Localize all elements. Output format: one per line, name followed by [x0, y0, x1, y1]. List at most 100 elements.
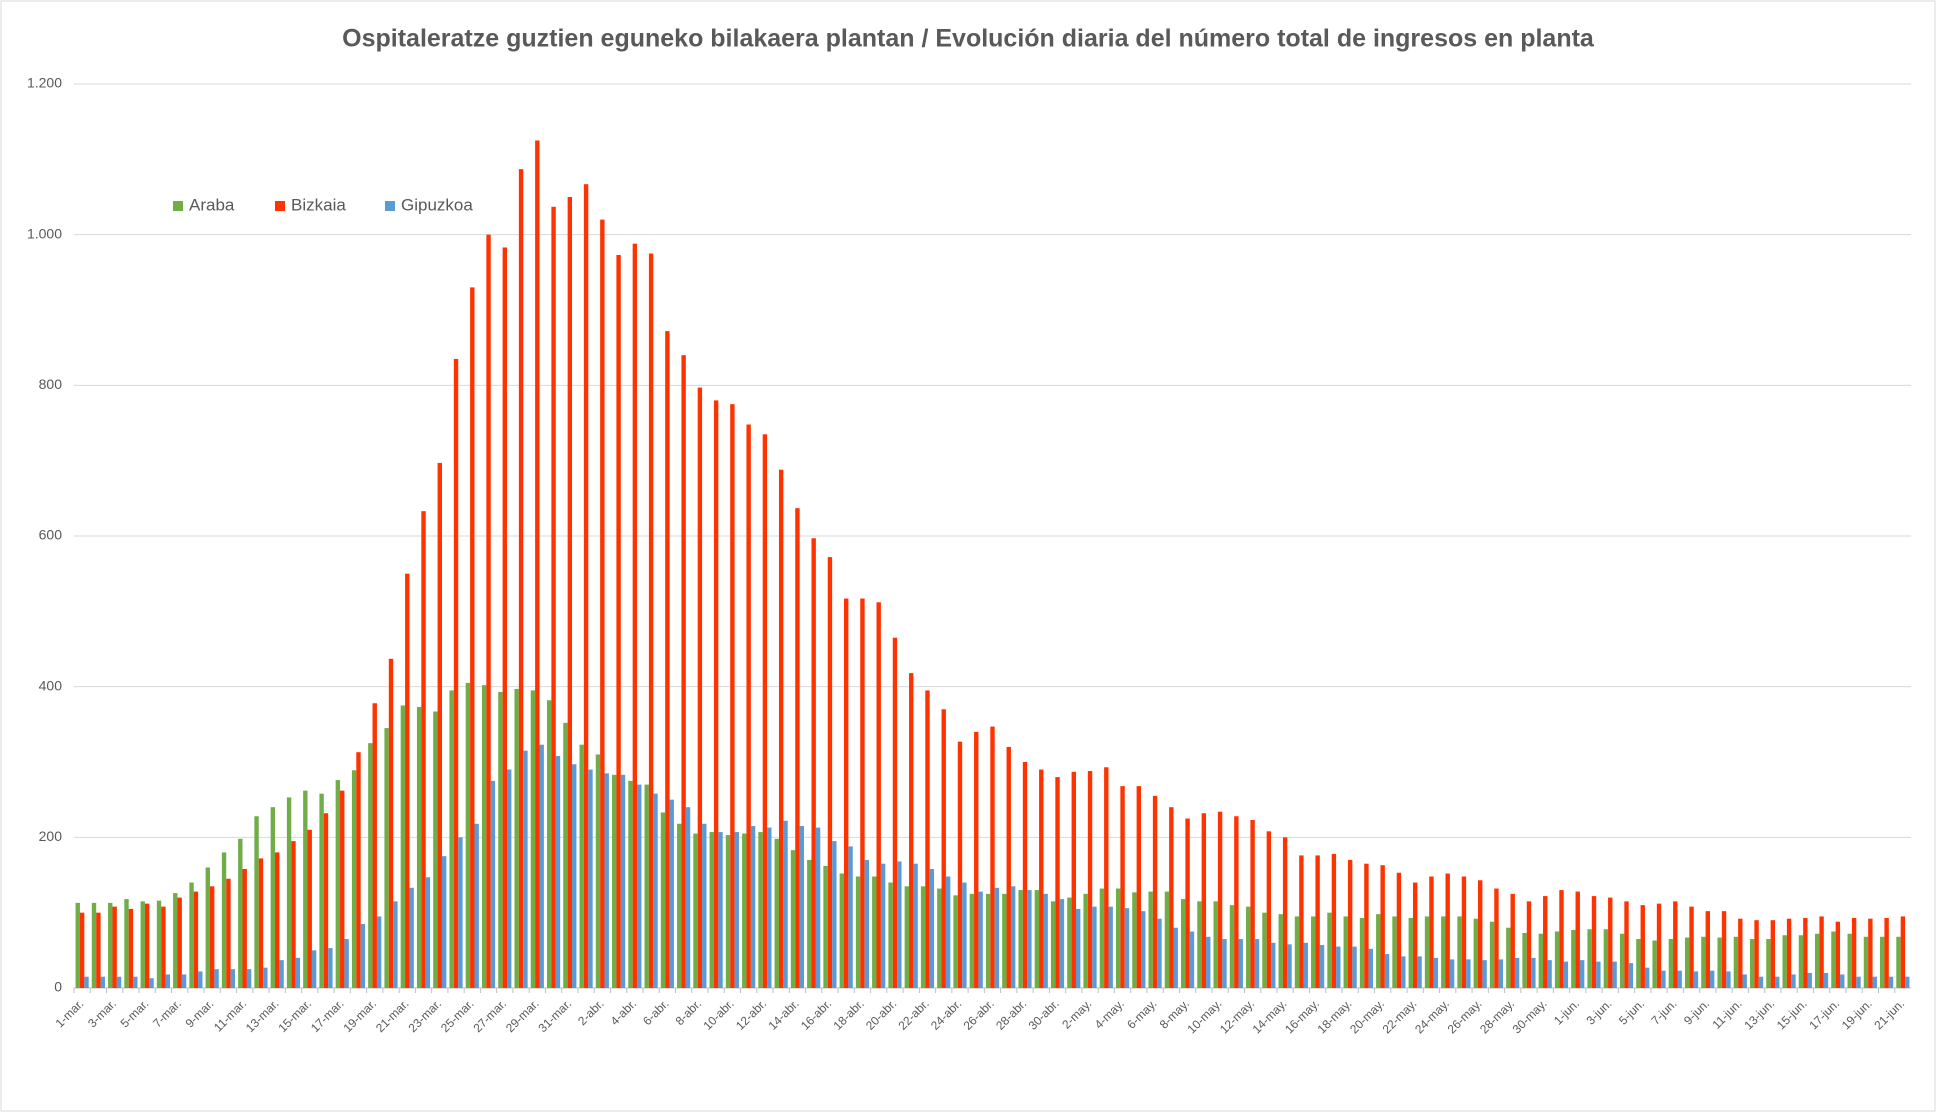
bar [742, 833, 747, 988]
bar [1628, 963, 1634, 988]
bar [506, 769, 512, 988]
bar [1644, 967, 1650, 988]
bar [1596, 961, 1601, 988]
bar [1717, 937, 1722, 988]
bar [1494, 888, 1499, 988]
bar [1376, 914, 1381, 988]
bar [1417, 956, 1422, 988]
bar [1571, 929, 1576, 988]
bar [1238, 939, 1243, 988]
bar [1522, 933, 1527, 988]
bar [925, 690, 930, 988]
bar [1847, 933, 1852, 988]
bar [730, 404, 735, 989]
bar [453, 358, 459, 988]
bar [108, 902, 113, 988]
bar [1506, 927, 1511, 988]
bar [665, 331, 670, 988]
bar [1185, 818, 1190, 988]
bar [1868, 918, 1873, 988]
bar [539, 744, 544, 988]
bar [1164, 891, 1170, 988]
bar [1018, 890, 1023, 988]
bar [535, 140, 540, 988]
bar [855, 876, 861, 988]
bar [1863, 936, 1869, 988]
bar [421, 511, 426, 988]
bar [295, 957, 301, 988]
bar [356, 752, 361, 988]
bar [238, 838, 243, 988]
bar [1343, 916, 1348, 988]
bar [843, 598, 849, 988]
bar [616, 255, 621, 989]
bar [725, 835, 731, 988]
bar [595, 754, 601, 988]
bar [937, 888, 942, 988]
bar [1287, 944, 1292, 988]
bar [91, 902, 97, 988]
bar [1851, 917, 1857, 988]
bar [1169, 807, 1174, 988]
bar [974, 731, 979, 988]
bar [1083, 893, 1088, 988]
bar [1531, 957, 1536, 988]
bar [962, 882, 967, 988]
bar [1905, 976, 1910, 988]
bar [1884, 917, 1889, 988]
bar [957, 741, 963, 988]
y-tick-label: 600 [39, 527, 63, 543]
bar [734, 832, 739, 988]
bar [1636, 939, 1641, 988]
bar [275, 852, 280, 988]
bar [653, 793, 658, 988]
bar [832, 841, 837, 988]
bar [1201, 813, 1207, 988]
bar [1554, 931, 1560, 988]
bar [1148, 891, 1153, 988]
bar [1738, 918, 1743, 988]
bar [876, 602, 881, 988]
bar [246, 969, 252, 988]
y-tick-label: 1.000 [27, 225, 62, 241]
bar [551, 206, 556, 988]
bar [498, 691, 503, 988]
bar [209, 886, 215, 988]
bar [1840, 974, 1845, 988]
bar [1749, 939, 1755, 988]
bar [303, 790, 308, 988]
bar [1141, 911, 1146, 988]
bar [1823, 972, 1829, 988]
bar [1271, 942, 1276, 988]
bar [230, 969, 236, 988]
bar [307, 829, 312, 988]
bar [758, 832, 763, 988]
bar [583, 184, 589, 988]
bar [872, 876, 877, 988]
bar [1087, 771, 1093, 988]
bar [177, 897, 182, 988]
bar [1449, 959, 1455, 988]
bar [437, 462, 442, 989]
bar [1396, 872, 1402, 988]
y-tick-label: 200 [39, 828, 63, 844]
bar [1689, 906, 1694, 988]
bar [767, 827, 772, 988]
bar [193, 891, 199, 988]
bar [1006, 746, 1011, 988]
bar [702, 823, 707, 988]
bar [335, 780, 341, 988]
bar [1055, 777, 1060, 988]
bar [340, 790, 345, 988]
bar [1608, 897, 1613, 988]
bar [368, 743, 373, 988]
bar [1331, 853, 1337, 988]
bar [1742, 974, 1747, 988]
bar [1380, 865, 1385, 988]
bar [628, 780, 633, 988]
bar [888, 882, 893, 988]
bar [864, 859, 870, 988]
bar [790, 850, 796, 988]
bar [1266, 831, 1272, 988]
bar [1498, 959, 1504, 988]
